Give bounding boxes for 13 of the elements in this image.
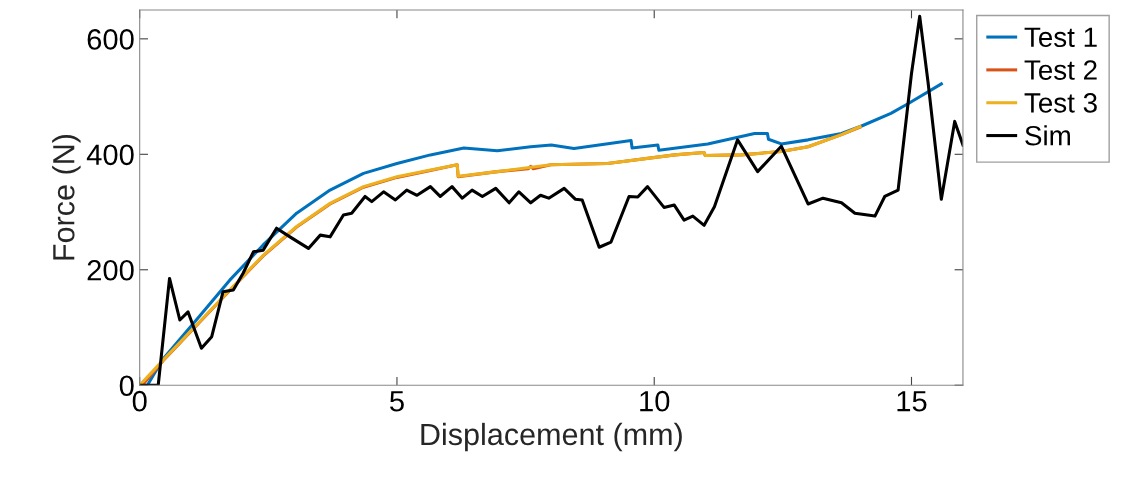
y-tick-label: 400 [86, 144, 134, 166]
legend-label: Test 1 [1024, 27, 1097, 48]
legend-label: Test 3 [1024, 93, 1097, 113]
x-tick-label: 10 [640, 390, 670, 412]
y-tick-label: 200 [87, 259, 134, 281]
legend-label: Sim [1025, 125, 1070, 146]
y-tick-label: 0 [119, 375, 134, 397]
y-axis-title: Force (N) [52, 134, 81, 260]
x-axis-title: Displacement (mm) [421, 422, 682, 452]
x-tick-label: 5 [390, 391, 404, 412]
legend-label: Test 2 [1024, 60, 1097, 80]
y-tick-label: 600 [87, 29, 134, 50]
x-tick-label: 15 [897, 391, 927, 412]
